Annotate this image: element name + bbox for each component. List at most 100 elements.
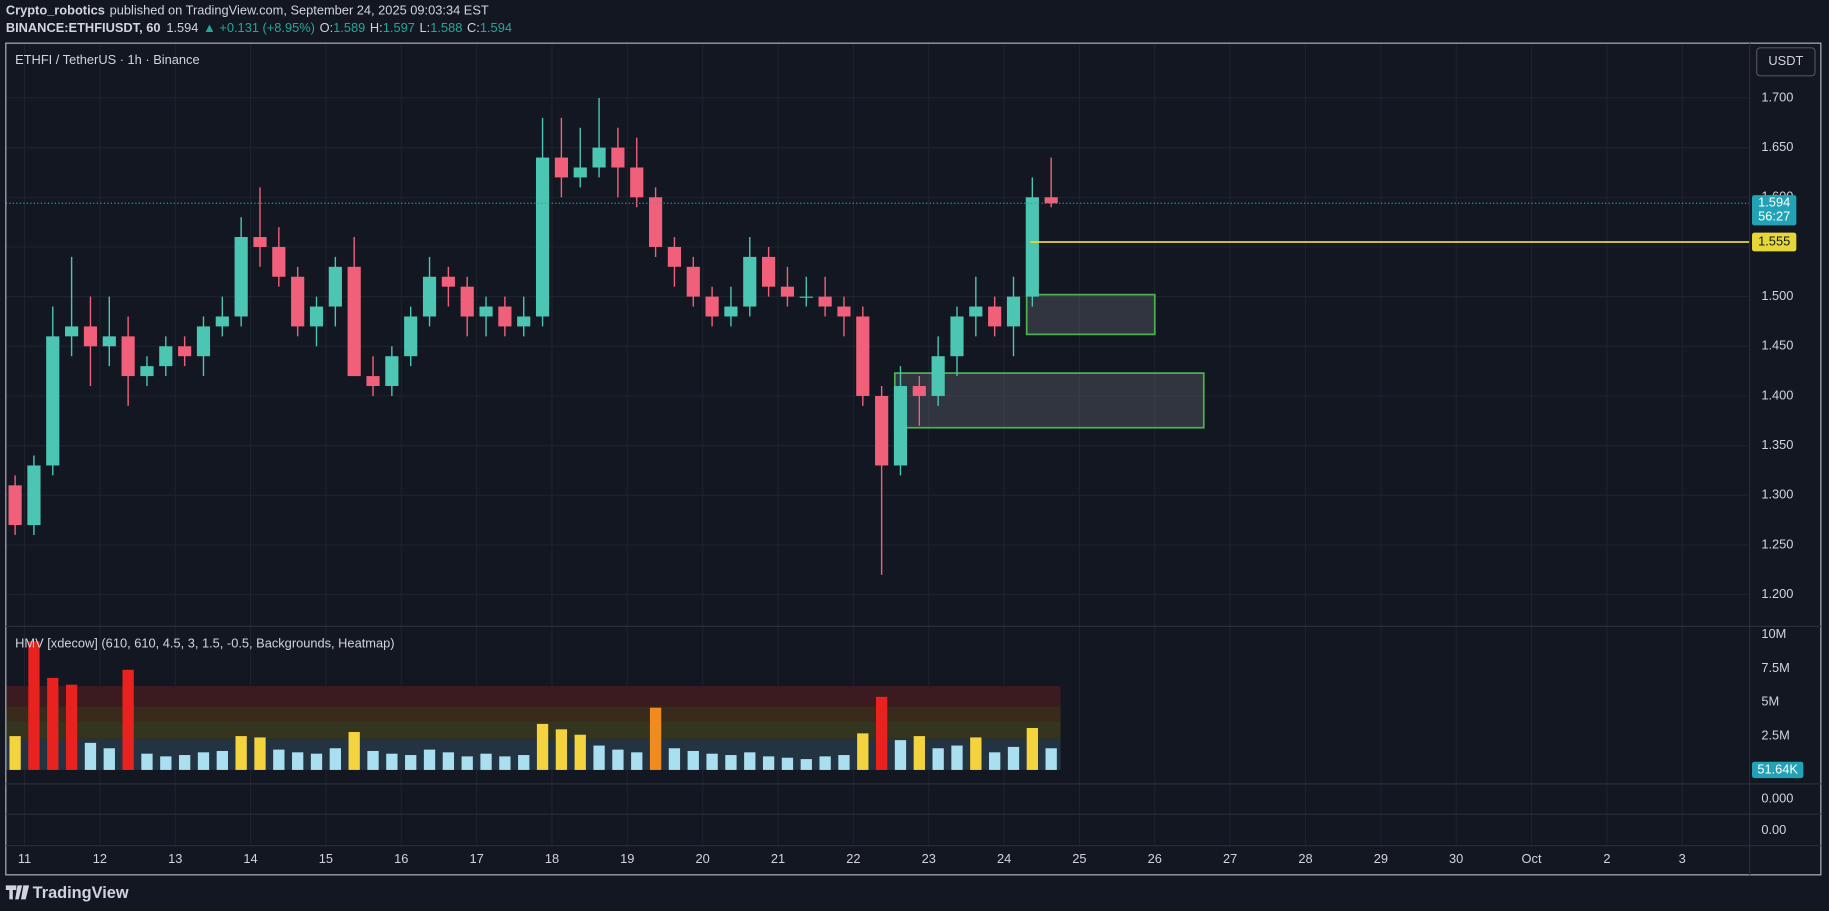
candle-body [799,296,813,298]
x-tick-label: 13 [168,851,182,866]
candle-body [912,386,926,396]
candle-body [630,167,644,198]
y-tick-label: 5M [1761,694,1779,709]
volume-bar [989,752,1001,770]
volume-bar [273,749,285,770]
candle-body [291,276,305,327]
candle-body [724,306,738,317]
volume-bar [518,755,530,770]
y-tick-label: 10M [1761,626,1786,641]
candle-body [422,276,437,317]
currency-button[interactable] [1756,47,1816,77]
volume-bar [631,752,643,770]
volume-bar [555,729,568,770]
candle-body [893,386,908,466]
volume-bar [593,745,605,770]
x-tick-label: 21 [771,851,785,866]
c-label: C: [467,21,480,36]
x-tick-label: 20 [696,851,710,866]
x-tick-label: 30 [1449,851,1463,866]
x-tick-label: 27 [1223,851,1237,866]
candle-body [441,276,455,287]
volume-bar [254,737,266,770]
volume-bar [574,734,586,770]
candle-body [875,395,889,466]
x-tick-label: 3 [1679,851,1686,866]
lower-pane-label: 0.00 [1761,822,1786,837]
x-tick-label: Oct [1522,851,1542,866]
published: published on TradingView.com, September … [110,3,489,18]
candle-body [178,346,192,357]
volume-bar [913,736,925,770]
volume-bar [9,736,21,770]
header-line-2: BINANCE:ETHFIUSDT, 60 1.594 ▲ +0.131 (+8.9… [6,21,512,36]
volume-bar [47,677,59,770]
o-label: O: [320,21,334,36]
volume-bar [857,733,869,770]
volume-bar [612,749,624,770]
indicator-title: HMV [xdecow] (610, 610, 4.5, 3, 1.5, -0.… [15,635,394,650]
y-tick-label: 2.5M [1761,727,1790,742]
candle-body [1006,296,1021,327]
candle-body [215,316,229,327]
y-tick-label: 1.700 [1761,89,1793,104]
last-volume-label: 51.64K [1757,761,1798,776]
footer-brand: TradingView [33,884,129,902]
candle-body [686,266,700,297]
x-tick-label: 17 [469,851,483,866]
x-tick-label: 24 [997,851,1011,866]
candle-body [366,376,380,387]
x-tick-label: 18 [545,851,559,866]
volume-bar [160,756,172,770]
candle-body [611,147,625,168]
volume-bar [706,753,718,770]
volume-bar [536,723,549,770]
volume-bar [216,750,228,770]
h-label: H: [370,21,383,36]
volume-bar [800,759,812,770]
volume-bar [744,752,756,770]
x-tick-label: 11 [18,851,31,866]
currency-button-label[interactable]: USDT [1768,53,1803,68]
candle-body [856,316,870,396]
y-tick-label: 1.350 [1761,437,1793,452]
candle-body [705,296,719,317]
candle-body [140,366,154,377]
candle-body [818,296,832,307]
plot: 11 12 13 14 15 16 17 18 19 20 21 22 23 24 25 26 27 28 29 30… [5,44,1804,866]
candle-body [573,167,587,178]
volume-bar [894,740,907,770]
volume-bar [951,745,963,770]
candle-body [253,237,267,247]
o: 1.589 [333,21,365,36]
volume-bar [28,641,40,770]
lower-pane-label: 0.000 [1761,790,1793,805]
candle-body [592,147,606,168]
candle-body [762,256,776,287]
volume-bar [292,752,304,770]
symbol: BINANCE:ETHFIUSDT, 60 [6,21,161,36]
volume-bar [348,732,360,770]
y-tick-label: 7.5M [1761,660,1790,675]
y-tick-label: 1.250 [1761,536,1793,551]
volume-bar [65,684,78,770]
x-tick-label: 22 [846,851,860,866]
volume-bar [875,696,888,770]
candle-body [648,197,663,247]
y-tick-label: 1.650 [1761,139,1793,154]
candle-body [1025,197,1039,297]
volume-bar [668,748,681,770]
volume-bar [970,737,982,770]
volume-bar [329,748,341,770]
header-line-1: Crypto_robotics published on TradingView.… [6,3,489,18]
x-tick-label: 2 [1603,851,1610,866]
candle-body [780,286,795,297]
candle-body [46,336,60,466]
y-tick-label: 1.500 [1761,288,1793,303]
volume-bar [838,755,850,770]
candle-body [385,356,399,387]
volume-bar [932,748,944,770]
x-tick-label: 28 [1298,851,1312,866]
